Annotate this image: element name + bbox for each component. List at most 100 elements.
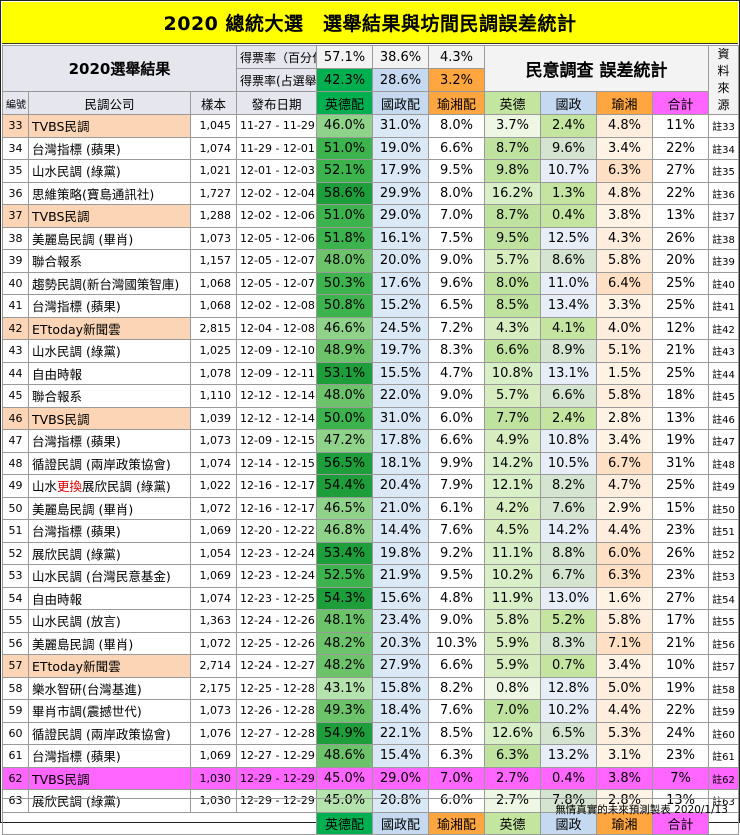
row-err-guo: 11.0%: [540, 271, 597, 295]
row-no: 46: [2, 406, 29, 430]
row-ying: 47.2%: [316, 429, 373, 453]
row-err-total: 27%: [651, 586, 710, 610]
row-company: TVBS民調: [28, 406, 191, 430]
row-company: 台灣指標 (蘋果): [28, 429, 191, 453]
row-err-yu: 5.3%: [596, 721, 653, 745]
row-err-ying: 6.3%: [484, 744, 541, 768]
table-row: 34 台灣指標 (蘋果) 1,074 11-29 - 12-01 51.0% 19.0% 6…: [2, 136, 740, 160]
row-company: 山水更換展欣民調 (綠黨): [28, 474, 191, 498]
row-err-yu: 3.4%: [596, 654, 653, 678]
row-err-yu: 4.0%: [596, 316, 653, 340]
row-err-guo: 8.9%: [540, 339, 597, 363]
row-date: 12-27 - 12-28: [236, 721, 317, 745]
row-err-guo: 8.2%: [540, 474, 597, 498]
row-ying: 43.1%: [316, 676, 373, 700]
row-yu: 9.5%: [428, 159, 485, 183]
row-source: 註36: [708, 181, 740, 205]
row-ying: 46.8%: [316, 519, 373, 543]
row-yu: 4.8%: [428, 586, 485, 610]
row-yu: 9.6%: [428, 271, 485, 295]
row-company: 美麗島民調 (畢肖): [28, 226, 191, 250]
row-sample: 1,072: [190, 496, 237, 520]
table-row: 40 趨勢民調(新台灣國策智庫) 1,068 12-05 - 12-07 50.3% 17…: [2, 271, 740, 295]
row-source: 註57: [708, 654, 740, 678]
row-err-total: 31%: [651, 451, 710, 475]
row-err-total: 11%: [651, 114, 710, 138]
yu-vote-rate: 4.3%: [428, 45, 485, 69]
row-sample: 1,078: [190, 361, 237, 385]
row-source: 註39: [708, 249, 740, 273]
col-header-err-yu: 瑜湘: [596, 91, 653, 115]
row-date: 12-23 - 12-24: [236, 541, 317, 565]
row-err-total: 12%: [651, 316, 710, 340]
error-stats-title: 民意調查 誤差統計: [483, 45, 710, 92]
row-no: 58: [2, 676, 29, 700]
row-ying: 53.1%: [316, 361, 373, 385]
row-no: 45: [2, 384, 29, 408]
row-source: 註55: [708, 609, 740, 633]
row-source: 註40: [708, 271, 740, 295]
row-date: 12-05 - 12-07: [236, 249, 317, 273]
col-header-err-guo: 國政: [540, 91, 597, 115]
row-err-ying: 9.8%: [484, 159, 541, 183]
row-source: 註46: [708, 406, 740, 430]
row-err-yu: 3.3%: [596, 294, 653, 318]
row-company: 展欣民調 (綠黨): [28, 789, 191, 813]
row-no: 44: [2, 361, 29, 385]
row-company: 山水民調 (放言): [28, 609, 191, 633]
row-source: 註56: [708, 631, 740, 655]
row-sample: 1,073: [190, 226, 237, 250]
row-company: TVBS民調: [28, 114, 191, 138]
row-date: 12-02 - 12-08: [236, 294, 317, 318]
row-sample: 1,288: [190, 204, 237, 228]
row-company: 循證民調 (兩岸政策協會): [28, 451, 191, 475]
row-err-ying: 4.2%: [484, 496, 541, 520]
table-row: 46 TVBS民調 1,039 12-12 - 12-14 50.0% 31.0% 6.0%…: [2, 406, 740, 430]
row-date: 12-05 - 12-06: [236, 226, 317, 250]
row-date: 12-09 - 12-15: [236, 429, 317, 453]
row-yu: 10.3%: [428, 631, 485, 655]
table-row: 60 循證民調 (兩岸政策協會) 1,076 12-27 - 12-28 54.9% 22…: [2, 721, 740, 745]
row-ying: 46.0%: [316, 114, 373, 138]
row-no: 37: [2, 204, 29, 228]
row-source: 註48: [708, 451, 740, 475]
row-err-ying: 2.7%: [484, 766, 541, 790]
row-ying: 48.9%: [316, 339, 373, 363]
row-ying: 46.6%: [316, 316, 373, 340]
row-yu: 7.6%: [428, 519, 485, 543]
company-change-mark: 更換: [57, 479, 83, 495]
row-sample: 1,157: [190, 249, 237, 273]
row-yu: 8.2%: [428, 676, 485, 700]
row-yu: 6.6%: [428, 429, 485, 453]
row-err-total: 24%: [651, 721, 710, 745]
row-company: 美麗島民調 (畢肖): [28, 496, 191, 520]
row-no: 43: [2, 339, 29, 363]
row-err-ying: 4.5%: [484, 519, 541, 543]
election-result-label: 2020選舉結果: [2, 45, 237, 92]
table-row: 63 展欣民調 (綠黨) 1,030 12-29 - 12-29 45.0% 20.8% 6…: [2, 789, 740, 813]
row-err-ying: 11.1%: [484, 541, 541, 565]
row-err-yu: 2.8%: [596, 406, 653, 430]
row-ying: 58.6%: [316, 181, 373, 205]
row-source: 註62: [708, 766, 740, 790]
row-err-total: 22%: [651, 136, 710, 160]
table-row: 51 台灣指標 (蘋果) 1,069 12-20 - 12-22 46.8% 14.4% 7…: [2, 519, 740, 543]
ying-electorate-rate: 42.3%: [316, 68, 373, 92]
row-guo: 29.0%: [372, 766, 429, 790]
row-guo: 19.0%: [372, 136, 429, 160]
row-source: 註43: [708, 339, 740, 363]
row-sample: 1,069: [190, 744, 237, 768]
row-sample: 1,022: [190, 474, 237, 498]
row-guo: 18.4%: [372, 699, 429, 723]
row-date: 12-14 - 12-15: [236, 451, 317, 475]
row-err-ying: 5.8%: [484, 609, 541, 633]
table-row: 38 美麗島民調 (畢肖) 1,073 12-05 - 12-06 51.8% 16.1%…: [2, 226, 740, 250]
row-ying: 50.8%: [316, 294, 373, 318]
row-err-guo: 1.3%: [540, 181, 597, 205]
row-ying: 48.2%: [316, 631, 373, 655]
row-company: 自由時報: [28, 586, 191, 610]
row-source: 註42: [708, 316, 740, 340]
row-sample: 1,073: [190, 429, 237, 453]
row-err-ying: 9.5%: [484, 226, 541, 250]
row-guo: 24.5%: [372, 316, 429, 340]
